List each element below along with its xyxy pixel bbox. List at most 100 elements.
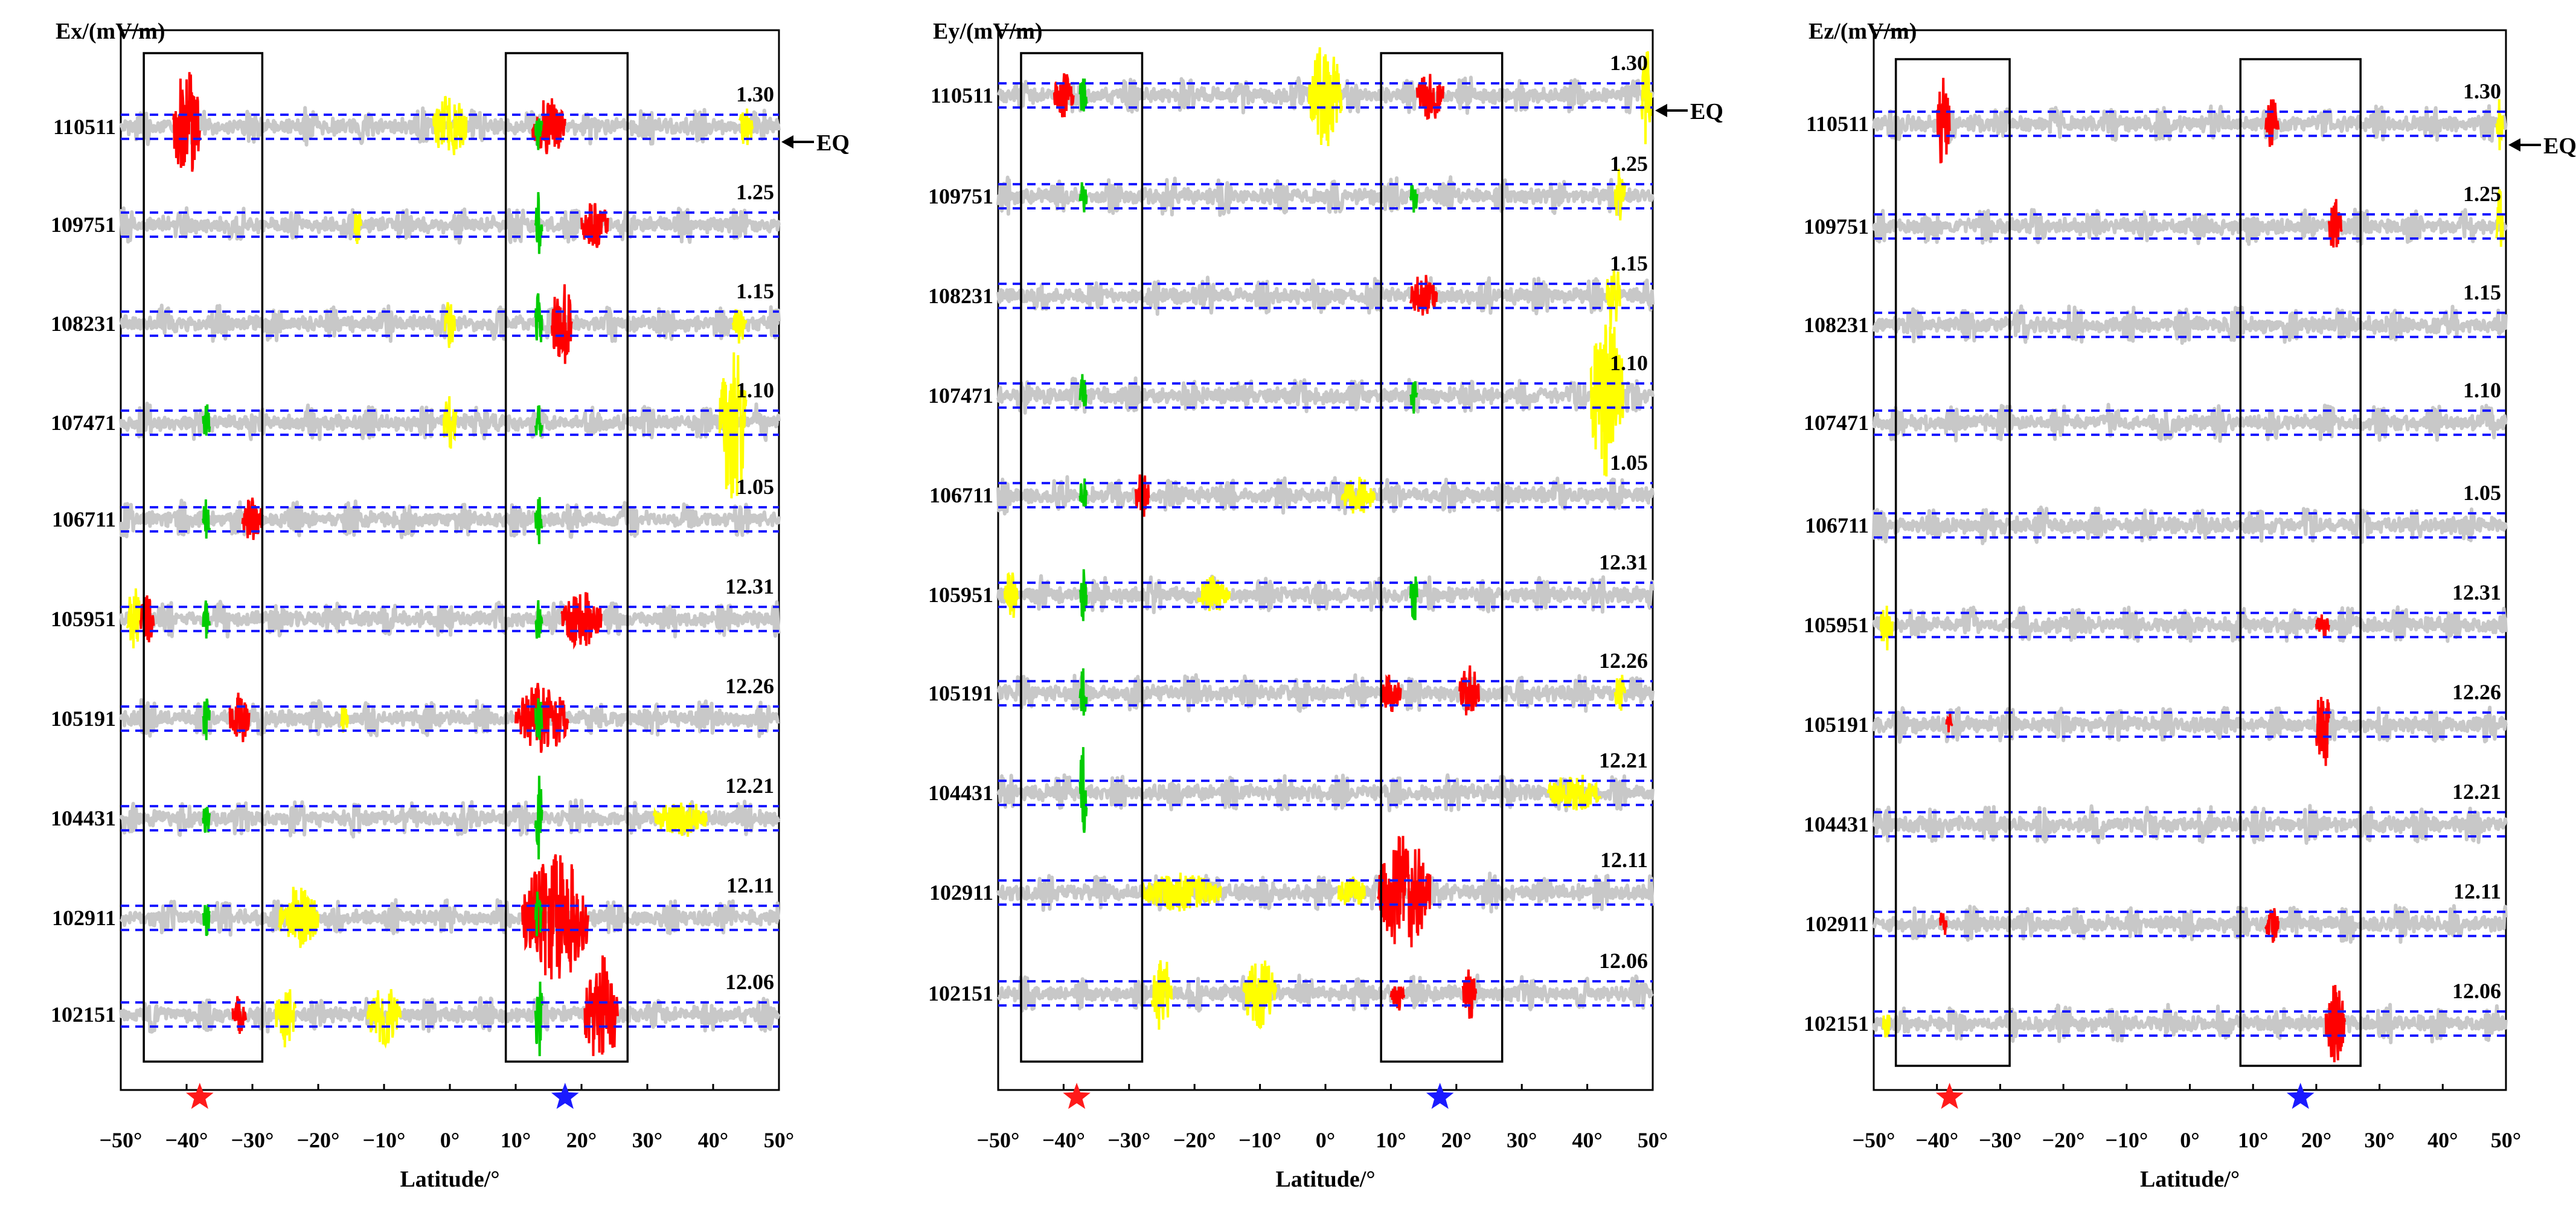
star-marker-blue [551, 1083, 579, 1109]
orbit-label: 102151 [1804, 1011, 1869, 1036]
trace-row-110511 [1872, 77, 2508, 164]
x-tick-label: 10° [1376, 1128, 1406, 1152]
trace-burst-110511 [2264, 99, 2280, 147]
trace-burst-108231 [1409, 275, 1438, 316]
anomaly-box [143, 52, 264, 1063]
eq-arrow-head [1655, 104, 1667, 117]
date-label: 12.31 [725, 574, 774, 598]
trace-burst-110511 [1640, 51, 1653, 144]
trace-row-105951 [996, 569, 1655, 621]
trace-burst-108231 [534, 293, 543, 342]
x-tick-label: −20° [297, 1128, 340, 1152]
date-label: 12.21 [2452, 780, 2501, 804]
orbit-label: 102151 [928, 981, 993, 1005]
orbit-label: 105191 [1804, 713, 1869, 737]
trace-row-107471 [1872, 403, 2508, 443]
x-tick-label: 50° [2491, 1128, 2521, 1152]
x-tick-label: 0° [1316, 1128, 1335, 1152]
trace-row-107471 [119, 352, 781, 499]
x-tick-label: 50° [764, 1128, 794, 1152]
x-tick-label: −10° [1238, 1128, 1281, 1152]
trace-grey-102911 [120, 898, 780, 937]
trace-row-109751 [996, 168, 1655, 221]
trace-burst-109751 [1078, 182, 1088, 213]
trace-burst-109751 [1613, 168, 1626, 221]
x-tick-label: −50° [977, 1128, 1020, 1152]
orbit-label: 102151 [51, 1002, 116, 1027]
trace-burst-104431 [1078, 747, 1088, 833]
trace-row-105191 [996, 665, 1655, 716]
star-marker-red [1935, 1083, 1964, 1109]
trace-burst-110511 [738, 108, 754, 146]
trace-burst-110511 [1053, 73, 1075, 118]
trace-grey-105191 [1872, 705, 2508, 745]
trace-grey-104431 [1872, 804, 2508, 845]
trace-burst-109751 [534, 192, 543, 254]
trace-row-102911 [996, 836, 1655, 947]
trace-burst-105951 [560, 592, 603, 650]
date-label: 1.30 [2463, 79, 2501, 103]
orbit-label: 102911 [52, 906, 116, 930]
orbit-label: 104431 [1804, 812, 1869, 836]
date-label: 12.21 [725, 774, 774, 798]
trace-grey-102911 [996, 871, 1655, 914]
trace-burst-104431 [652, 803, 708, 837]
x-tick-label: 50° [1638, 1128, 1668, 1152]
x-axis-label: Latitude/° [400, 1167, 499, 1192]
trace-grey-102151 [1872, 1002, 2508, 1045]
x-tick-label: 40° [698, 1128, 728, 1152]
orbit-label: 105191 [51, 707, 116, 731]
trace-burst-102911 [534, 891, 543, 937]
trace-burst-104431 [202, 806, 211, 833]
trace-row-105951 [119, 588, 781, 650]
orbit-label: 108231 [51, 312, 116, 336]
trace-row-104431 [1872, 804, 2508, 845]
x-tick-label: −20° [1173, 1128, 1216, 1152]
trace-row-105191 [119, 682, 780, 753]
orbit-label: 110511 [931, 83, 993, 107]
trace-burst-110511 [1415, 74, 1445, 120]
anomaly-box [1894, 58, 2011, 1067]
panel-ez: Ez/(mV/m) 110511 1.30 109751 1.25 108231 1.15 1… [1804, 19, 2576, 1192]
trace-burst-104431 [534, 775, 543, 860]
x-tick-label: −20° [2042, 1128, 2085, 1152]
trace-row-108231 [996, 271, 1655, 329]
trace-grey-105191 [119, 698, 780, 739]
date-label: 1.15 [2463, 280, 2501, 304]
orbit-label: 105951 [928, 583, 993, 607]
orbit-label: 109751 [928, 184, 993, 208]
orbit-label: 105951 [51, 607, 116, 631]
trace-burst-102151 [1461, 969, 1478, 1019]
trace-burst-105951 [1003, 572, 1019, 618]
orbit-label: 109751 [1804, 214, 1869, 239]
trace-burst-110511 [1935, 77, 1951, 164]
trace-burst-106711 [1078, 478, 1088, 508]
trace-burst-102911 [1141, 873, 1222, 912]
orbit-label: 110511 [1806, 112, 1869, 136]
trace-grey-109751 [996, 175, 1655, 217]
trace-grey-102151 [997, 973, 1654, 1013]
trace-burst-105191 [202, 698, 211, 740]
trace-burst-110511 [1078, 79, 1088, 112]
orbit-label: 104431 [51, 806, 116, 830]
trace-grey-107471 [1872, 403, 2508, 443]
trace-grey-109751 [1872, 207, 2508, 246]
trace-row-106711 [1872, 505, 2508, 545]
panel-ex: Ex/(mV/m) 110511 1.30 109751 1.25 108231 1.15 1… [51, 19, 850, 1192]
orbit-label: 107471 [51, 411, 116, 435]
trace-burst-102151 [1882, 1014, 1891, 1037]
trace-row-102911 [1872, 903, 2508, 944]
x-axis-label: Latitude/° [2140, 1167, 2240, 1192]
trace-burst-102151 [1150, 960, 1173, 1030]
trace-burst-108231 [551, 284, 573, 364]
orbit-label: 104431 [928, 781, 993, 805]
x-tick-label: −30° [231, 1128, 274, 1152]
date-label: 1.15 [736, 279, 774, 303]
date-label: 12.31 [1599, 550, 1648, 574]
trace-burst-108231 [731, 309, 748, 344]
orbit-label: 110511 [53, 115, 116, 139]
star-marker-blue [1426, 1083, 1454, 1109]
date-label: 1.10 [1610, 351, 1648, 375]
x-tick-label: −10° [2105, 1128, 2148, 1152]
